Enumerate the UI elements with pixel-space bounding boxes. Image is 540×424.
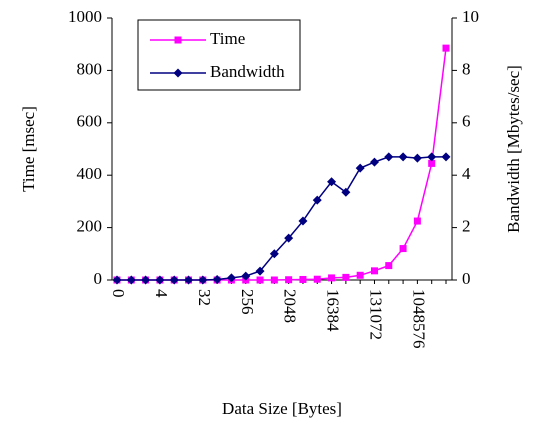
legend-marker (174, 36, 182, 44)
data-point (341, 187, 351, 197)
data-point (269, 249, 279, 259)
x-tick-label: 16384 (324, 289, 343, 332)
data-point (256, 276, 264, 284)
data-point (226, 273, 236, 283)
data-point (169, 275, 179, 285)
y2-tick-label: 4 (462, 164, 471, 183)
data-point (441, 152, 451, 162)
data-point (384, 152, 394, 162)
x-tick-label: 4 (152, 289, 171, 298)
data-point (369, 157, 379, 167)
data-point (398, 152, 408, 162)
data-point (327, 177, 337, 187)
data-point (270, 276, 278, 284)
data-point (241, 271, 251, 281)
data-point (112, 275, 122, 285)
data-point (298, 216, 308, 226)
data-point (385, 262, 393, 270)
y-tick-label: 400 (77, 164, 103, 183)
data-point (285, 276, 293, 284)
y-tick-label: 600 (77, 112, 103, 131)
y2-tick-label: 0 (462, 269, 471, 288)
x-tick-label: 256 (238, 289, 257, 315)
data-point (198, 275, 208, 285)
x-axis-label: Data Size [Bytes] (222, 399, 342, 418)
y2-tick-label: 6 (462, 112, 471, 131)
y-axis-label: Time [msec] (19, 106, 38, 192)
data-point (413, 217, 421, 225)
data-point (212, 274, 222, 284)
legend-label: Time (210, 29, 245, 48)
data-point (284, 233, 294, 243)
data-point (328, 274, 336, 282)
x-tick-label: 0 (109, 289, 128, 298)
data-point (342, 273, 350, 281)
data-point (355, 163, 365, 173)
data-point (184, 275, 194, 285)
y-tick-label: 800 (77, 59, 103, 78)
x-tick-label: 131072 (367, 289, 386, 340)
x-tick-label: 1048576 (409, 289, 428, 349)
data-point (370, 267, 378, 275)
y2-axis-label: Bandwidth [Mbytes/sec] (504, 65, 523, 233)
y2-tick-label: 2 (462, 217, 471, 236)
data-point (299, 275, 307, 283)
data-point (427, 152, 437, 162)
legend-box (137, 19, 301, 91)
data-point (399, 245, 407, 253)
data-point (442, 44, 450, 52)
data-point (255, 266, 265, 276)
y2-tick-label: 8 (462, 59, 471, 78)
y-tick-label: 200 (77, 217, 103, 236)
x-tick-label: 2048 (281, 289, 300, 323)
data-point (312, 195, 322, 205)
data-point (412, 153, 422, 163)
legend-label: Bandwidth (210, 62, 285, 81)
legend-marker (173, 68, 183, 78)
data-point (356, 271, 364, 279)
data-point (313, 275, 321, 283)
data-point (141, 275, 151, 285)
data-point (155, 275, 165, 285)
data-point (126, 275, 136, 285)
y-tick-label: 0 (94, 269, 103, 288)
y-tick-label: 1000 (68, 7, 102, 26)
x-tick-label: 32 (195, 289, 214, 306)
y2-tick-label: 10 (462, 7, 479, 26)
data-point (428, 159, 436, 167)
